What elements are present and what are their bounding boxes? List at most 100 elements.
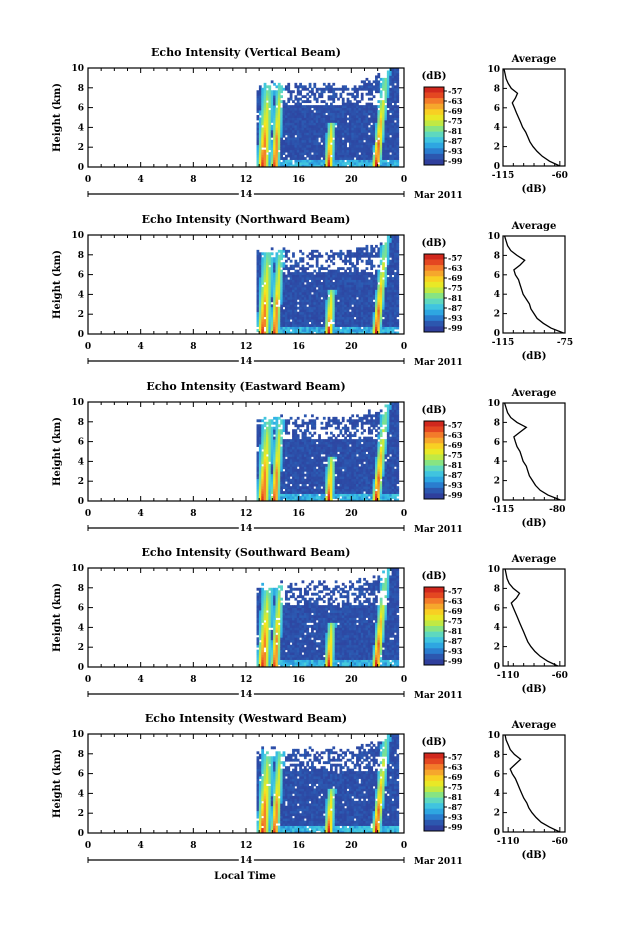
heatmap-cell — [258, 471, 262, 475]
heatmap-cell — [337, 316, 340, 320]
heatmap-cell — [351, 324, 355, 327]
heatmap-cell — [261, 493, 265, 497]
heatmap-cell — [263, 496, 267, 499]
heatmap-cell — [346, 291, 350, 295]
heatmap-cell — [337, 439, 340, 443]
heatmap-cell — [301, 488, 305, 492]
heatmap-cell — [332, 95, 336, 99]
heatmap-cell — [261, 105, 265, 108]
heatmap-cell — [263, 124, 267, 128]
heatmap-cell — [270, 117, 274, 121]
heatmap-cell — [327, 456, 331, 460]
heatmap-cell — [292, 458, 295, 462]
heatmap-cell — [322, 299, 326, 303]
heatmap-cell — [270, 147, 274, 151]
heatmap-cell — [356, 259, 359, 263]
heatmap-cell — [299, 122, 302, 126]
heatmap-cell — [258, 468, 262, 472]
heatmap-cell — [348, 272, 352, 276]
heatmap-cell — [389, 242, 393, 246]
heatmap-cell — [334, 291, 338, 295]
y-tick-label: 2 — [78, 143, 84, 153]
heatmap-cell — [280, 110, 283, 113]
heatmap-cell — [258, 301, 262, 305]
heatmap-cell — [315, 162, 319, 165]
heatmap-cell — [303, 329, 307, 332]
heatmap-cell — [311, 142, 314, 146]
heatmap-cell — [341, 132, 345, 136]
heatmap-cell — [372, 87, 376, 91]
heatmap-cell — [379, 277, 383, 280]
heatmap-cell — [327, 159, 331, 163]
heatmap-cell — [263, 299, 267, 303]
heatmap-cell — [358, 127, 362, 131]
heatmap-cell — [270, 486, 274, 490]
heatmap-cell — [296, 107, 300, 111]
heatmap-cell — [306, 127, 310, 131]
heatmap-cell — [393, 257, 397, 261]
heatmap-cell — [382, 329, 385, 332]
heatmap-cell — [356, 157, 359, 160]
heatmap-cell — [327, 309, 331, 313]
heatmap-cell — [327, 419, 331, 423]
heatmap-cell — [277, 272, 281, 276]
heatmap-cell — [322, 137, 326, 141]
heatmap-cell — [306, 144, 310, 148]
heatmap-cell — [303, 441, 307, 445]
heatmap-cell — [268, 439, 272, 443]
heatmap-cell — [384, 316, 388, 320]
heatmap-cell — [273, 466, 276, 470]
heatmap-cell — [292, 296, 295, 300]
heatmap-cell — [287, 139, 291, 143]
heatmap-cell — [311, 144, 314, 148]
heatmap-cell — [256, 498, 260, 502]
heatmap-cell — [318, 162, 321, 165]
heatmap-cell — [263, 97, 267, 101]
heatmap-cell — [322, 493, 326, 497]
heatmap-cell — [325, 451, 329, 455]
heatmap-cell — [358, 132, 362, 136]
heatmap-cell — [287, 461, 291, 465]
heatmap-cell — [391, 301, 395, 305]
heatmap-cell — [263, 85, 267, 89]
heatmap-cell — [391, 316, 395, 320]
heatmap-cell — [289, 304, 293, 308]
heatmap-cell — [372, 286, 376, 290]
heatmap-cell — [256, 127, 260, 131]
heatmap-cell — [294, 498, 298, 502]
heatmap-cell — [351, 127, 355, 131]
heatmap-cell — [299, 105, 302, 108]
heatmap-cell — [308, 449, 312, 452]
heatmap-cell — [275, 463, 279, 467]
heatmap-cell — [370, 127, 374, 131]
heatmap-cell — [311, 249, 314, 253]
heatmap-cell — [396, 235, 400, 238]
heatmap-cell — [282, 478, 286, 482]
heatmap-cell — [375, 319, 378, 323]
heatmap-cell — [332, 441, 336, 445]
heatmap-cell — [275, 149, 279, 153]
heatmap-cell — [360, 162, 364, 165]
heatmap-cell — [318, 149, 321, 153]
heatmap-cell — [258, 316, 262, 320]
heatmap-cell — [365, 119, 369, 123]
heatmap-cell — [375, 149, 378, 153]
heatmap-cell — [280, 277, 283, 280]
heatmap-cell — [318, 439, 321, 443]
heatmap-cell — [334, 493, 338, 497]
heatmap-cell — [377, 286, 381, 290]
heatmap-cell — [382, 284, 385, 288]
heatmap-cell — [306, 132, 310, 136]
heatmap-cell — [348, 329, 352, 332]
heatmap-cell — [315, 324, 319, 327]
heatmap-cell — [313, 142, 317, 146]
heatmap-cell — [341, 117, 345, 121]
heatmap-cell — [301, 139, 305, 143]
heatmap-cell — [377, 100, 381, 104]
colorbar-tick-label: -63 — [448, 263, 463, 273]
heatmap-cell — [389, 157, 393, 160]
heatmap-cell — [322, 267, 326, 271]
heatmap-cell — [313, 134, 317, 138]
heatmap-cell — [303, 152, 307, 156]
heatmap-cell — [256, 319, 260, 323]
